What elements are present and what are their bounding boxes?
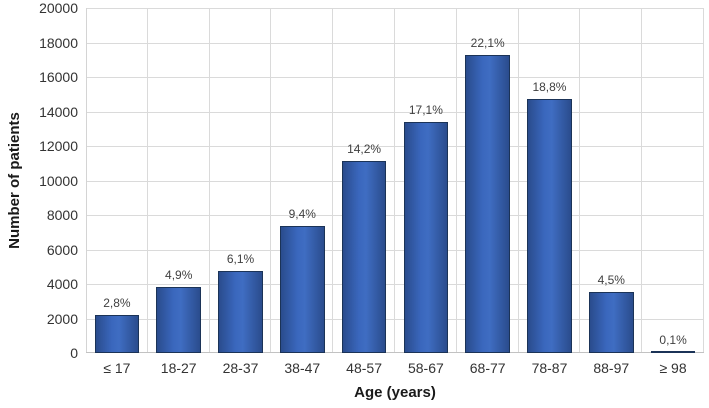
bar	[650, 351, 696, 353]
bar-slot: 17,1%	[395, 8, 457, 353]
x-axis-line	[86, 352, 704, 353]
bar-slot: 4,9%	[148, 8, 210, 353]
bar-value-label: 6,1%	[226, 251, 255, 266]
bar-slot: 0,1%	[642, 8, 704, 353]
bar-slot: 14,2%	[333, 8, 395, 353]
gridline-horizontal	[86, 42, 704, 44]
bar-value-label: 17,1%	[408, 103, 443, 118]
x-tick-label: 18-27	[160, 360, 197, 376]
gridline-vertical	[517, 8, 519, 353]
bar-value-label: 2,8%	[103, 296, 131, 311]
gridline-horizontal	[86, 284, 704, 285]
gridline-horizontal	[86, 8, 704, 9]
gridline-vertical	[641, 8, 643, 353]
y-tick-label: 10000	[39, 172, 78, 189]
gridline-vertical	[579, 8, 581, 353]
x-tick-label: 78-87	[531, 360, 568, 376]
bar-value-label: 18,8%	[532, 80, 567, 95]
y-tick-label: 14000	[39, 103, 78, 120]
x-tick-label: 48-57	[346, 360, 382, 376]
bar-value-label: 22,1%	[470, 35, 505, 50]
bar	[218, 270, 263, 353]
gridline-horizontal	[86, 146, 704, 147]
x-tick-label: 68-77	[469, 360, 506, 376]
bar-slot: 4,5%	[580, 8, 642, 353]
gridline-vertical	[270, 8, 272, 353]
gridline-vertical	[146, 8, 148, 353]
bar	[280, 226, 325, 353]
x-tick-label: 58-67	[407, 360, 444, 376]
bar-slot: 22,1%	[457, 8, 519, 353]
y-tick-label: 2000	[46, 310, 78, 327]
bar	[527, 99, 572, 353]
gridline-horizontal	[86, 111, 704, 113]
bar	[403, 122, 449, 353]
gridline-vertical	[455, 8, 457, 353]
gridline-vertical	[332, 8, 334, 353]
gridline-vertical	[208, 8, 210, 353]
y-tick-label: 6000	[46, 241, 78, 258]
y-tick-label: 18000	[39, 34, 78, 51]
y-axis-line	[86, 8, 87, 353]
bar-value-label: 4,9%	[165, 267, 193, 282]
x-axis-tick-labels: ≤ 17 18-27 28-37 38-47 48-57 58-67 68-77 78-87 8…	[86, 360, 704, 376]
bar	[465, 54, 510, 353]
bar-value-label: 14,2%	[347, 142, 382, 157]
x-tick-label: ≥ 98	[659, 360, 687, 376]
y-tick-label: 0	[70, 345, 78, 361]
bar	[94, 315, 140, 353]
gridline-horizontal	[86, 318, 704, 320]
bar-value-label: 9,4%	[288, 207, 316, 222]
bar	[341, 161, 387, 353]
x-tick-label: 28-37	[222, 360, 259, 376]
bars-layer: 2,8% 4,9% 6,1% 9,4% 14,2% 17,1% 22,1% 18,8% 4,5%…	[86, 8, 704, 353]
bar	[589, 292, 634, 353]
x-tick-label: 38-47	[284, 360, 321, 376]
bar-value-label: 4,5%	[597, 273, 625, 288]
y-tick-label: 12000	[39, 138, 78, 154]
y-tick-label: 20000	[39, 0, 78, 16]
gridline-horizontal	[86, 215, 704, 216]
y-tick-label: 8000	[46, 207, 78, 223]
gridline-horizontal	[86, 77, 704, 78]
plot-area: 2,8% 4,9% 6,1% 9,4% 14,2% 17,1% 22,1% 18,8% 4,5%…	[86, 8, 704, 353]
x-axis-title: Age (years)	[354, 384, 436, 401]
y-tick-label: 4000	[46, 276, 78, 292]
bar	[156, 286, 201, 353]
gridline-vertical	[703, 8, 704, 353]
bar-slot: 2,8%	[86, 8, 148, 353]
y-tick-label: 16000	[39, 69, 78, 85]
bar-slot: 9,4%	[271, 8, 333, 353]
x-tick-label: 88-97	[593, 360, 630, 376]
gridline-horizontal	[86, 249, 704, 251]
x-tick-label: ≤ 17	[103, 360, 131, 376]
bar-slot: 6,1%	[210, 8, 272, 353]
gridline-vertical	[394, 8, 395, 353]
gridline-horizontal	[86, 180, 704, 182]
bar-value-label: 0,1%	[659, 332, 687, 347]
bar-slot: 18,8%	[519, 8, 581, 353]
